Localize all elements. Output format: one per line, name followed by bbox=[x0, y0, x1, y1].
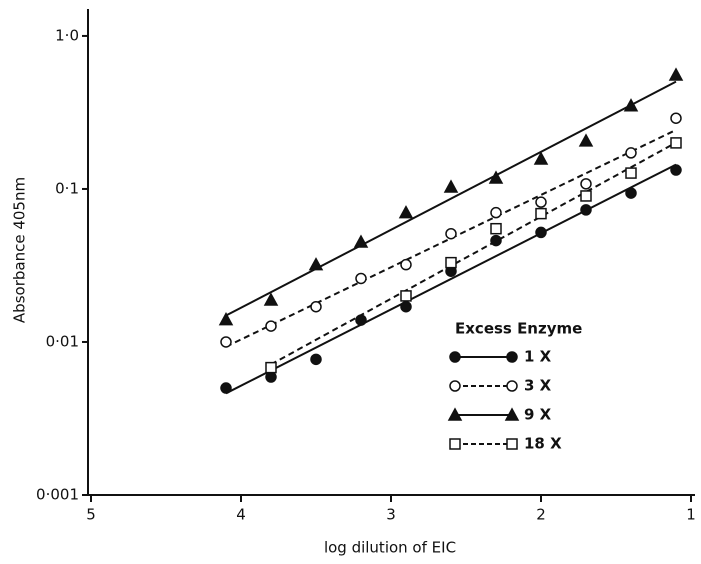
marker bbox=[400, 290, 412, 302]
legend-marker bbox=[506, 380, 518, 392]
marker bbox=[308, 257, 324, 271]
marker bbox=[490, 222, 502, 235]
fit-line bbox=[225, 129, 677, 348]
marker bbox=[625, 187, 637, 199]
marker bbox=[400, 258, 412, 271]
marker bbox=[625, 147, 637, 159]
fit-line bbox=[225, 80, 677, 317]
marker bbox=[580, 178, 592, 190]
marker bbox=[265, 320, 277, 332]
x-tick-label: 5 bbox=[86, 506, 96, 524]
marker bbox=[625, 167, 637, 179]
marker bbox=[355, 272, 367, 285]
legend-marker bbox=[506, 438, 518, 450]
legend-title: Excess Enzyme bbox=[455, 320, 582, 338]
marker bbox=[310, 300, 322, 313]
legend-marker bbox=[449, 351, 461, 363]
legend-label: 1 X bbox=[524, 348, 552, 366]
y-tick-label: 0·001 bbox=[36, 486, 79, 504]
legend-marker bbox=[504, 407, 520, 421]
legend-marker bbox=[449, 380, 461, 392]
marker bbox=[623, 98, 639, 112]
fit-line bbox=[270, 141, 677, 366]
marker bbox=[265, 371, 277, 383]
marker bbox=[580, 204, 592, 216]
x-axis-label: log dilution of EIC bbox=[324, 539, 456, 557]
marker bbox=[310, 353, 322, 366]
y-tick-label: 1·0 bbox=[55, 26, 79, 44]
y-tick-label: 0·01 bbox=[46, 332, 79, 350]
legend-marker bbox=[449, 438, 461, 450]
y-tick-label: 0·1 bbox=[55, 179, 79, 197]
marker bbox=[535, 207, 547, 220]
fit-line bbox=[225, 163, 677, 395]
x-tick-label: 3 bbox=[386, 506, 396, 524]
y-axis-label: Absorbance 405nm bbox=[11, 177, 29, 323]
x-tick-label: 2 bbox=[536, 506, 546, 524]
marker bbox=[670, 112, 682, 124]
marker bbox=[533, 151, 549, 165]
marker bbox=[445, 227, 457, 240]
marker bbox=[353, 234, 369, 248]
marker bbox=[220, 382, 232, 394]
marker bbox=[398, 205, 414, 219]
marker bbox=[265, 361, 277, 374]
marker bbox=[670, 137, 682, 149]
legend-marker bbox=[506, 351, 518, 363]
marker bbox=[218, 312, 234, 326]
marker bbox=[355, 314, 367, 326]
marker bbox=[580, 190, 592, 202]
marker bbox=[670, 164, 682, 176]
marker bbox=[443, 179, 459, 193]
marker bbox=[668, 67, 684, 81]
legend-label: 3 X bbox=[524, 377, 552, 395]
marker bbox=[535, 196, 547, 208]
marker bbox=[578, 133, 594, 147]
marker bbox=[400, 300, 412, 313]
x-tick-label: 4 bbox=[236, 506, 246, 524]
marker bbox=[220, 336, 232, 348]
marker bbox=[445, 256, 457, 269]
legend-marker bbox=[447, 407, 463, 421]
legend-label: 9 X bbox=[524, 406, 552, 424]
marker bbox=[263, 292, 279, 306]
x-tick-label: 1 bbox=[686, 506, 696, 524]
marker bbox=[490, 206, 502, 219]
legend-label: 18 X bbox=[524, 435, 562, 453]
marker bbox=[488, 170, 504, 184]
marker bbox=[535, 226, 547, 239]
